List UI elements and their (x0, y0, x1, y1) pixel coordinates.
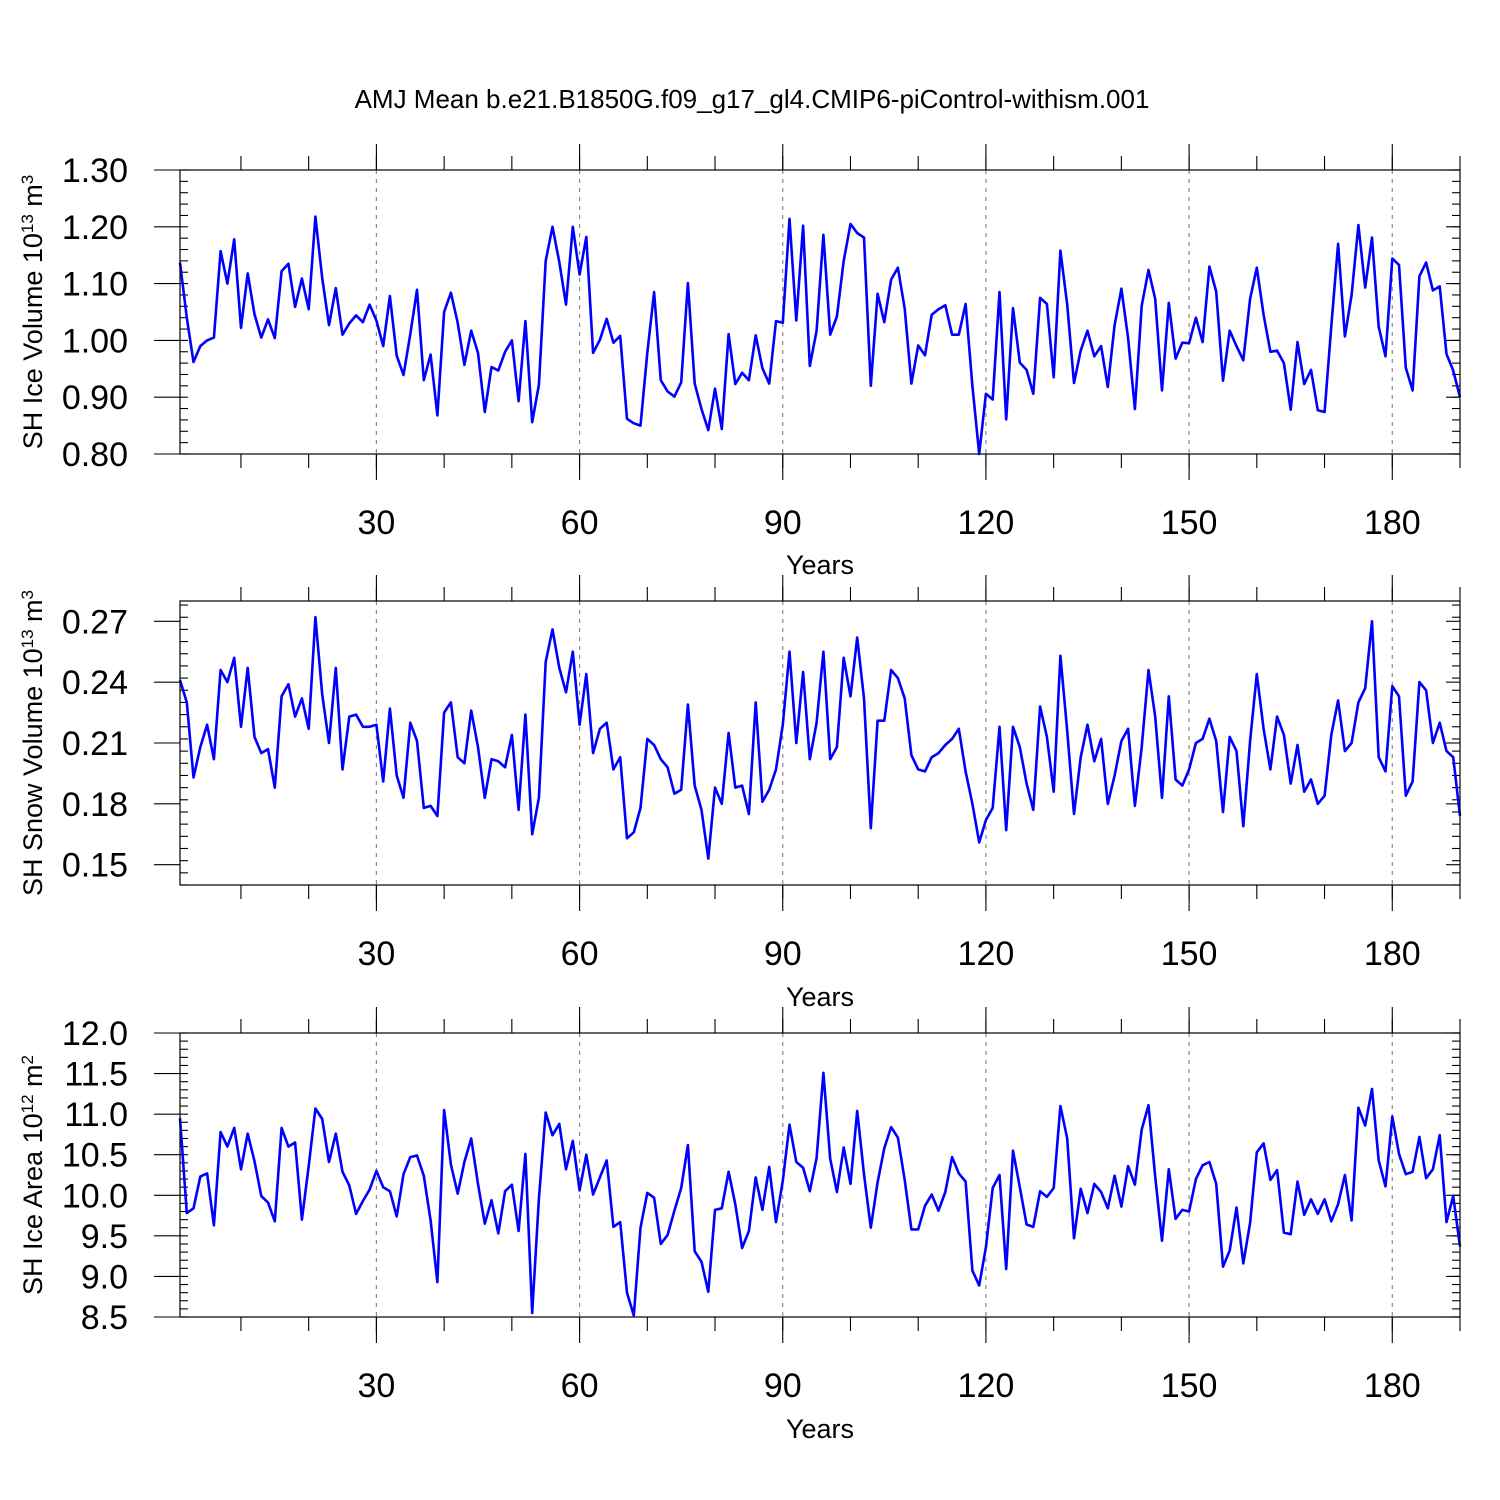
xtick-label-ice-volume: 120 (958, 504, 1015, 542)
xtick-label-ice-volume: 180 (1364, 504, 1421, 542)
figure-title: AMJ Mean b.e21.B1850G.f09_g17_gl4.CMIP6-… (355, 84, 1150, 114)
xtick-label-snow-volume: 60 (561, 935, 599, 973)
ytick-label-ice-area: 10.0 (62, 1177, 128, 1215)
series-line-snow-volume (178, 615, 1462, 860)
ytick-label-ice-volume: 0.90 (62, 379, 128, 417)
xtick-label-ice-area: 180 (1364, 1367, 1421, 1405)
ytick-label-ice-area: 11.0 (64, 1096, 128, 1134)
ylabel-snow-volume: SH Snow Volume 1013 m3 (18, 590, 49, 896)
xtick-label-snow-volume: 30 (357, 935, 395, 973)
plot-frame-snow-volume (179, 600, 1461, 886)
xtick-label-ice-area: 120 (958, 1367, 1015, 1405)
xtick-label-ice-area: 30 (357, 1367, 395, 1405)
xlabel-ice-area: Years (786, 1414, 854, 1444)
xlabel-snow-volume: Years (786, 982, 854, 1012)
xlabel-ice-volume: Years (786, 550, 854, 580)
ytick-label-ice-volume: 1.30 (62, 152, 128, 190)
xtick-label-snow-volume: 90 (764, 935, 802, 973)
ytick-label-snow-volume: 0.15 (62, 847, 128, 885)
ytick-label-ice-area: 12.0 (62, 1015, 128, 1053)
ytick-label-ice-volume: 0.80 (62, 436, 128, 474)
ytick-label-ice-area: 11.5 (64, 1056, 128, 1094)
ytick-label-snow-volume: 0.27 (62, 603, 128, 641)
ytick-label-ice-area: 10.5 (62, 1137, 128, 1175)
panel-ice-area: SH Ice Area 1012 m2 Years 8.59.09.510.01… (18, 1007, 1462, 1444)
xtick-label-ice-volume: 60 (561, 504, 599, 542)
xtick-label-ice-volume: 150 (1161, 504, 1218, 542)
xtick-label-ice-volume: 90 (764, 504, 802, 542)
ylabel-ice-volume: SH Ice Volume 1013 m3 (18, 175, 49, 450)
series-line-ice-area (178, 1071, 1462, 1317)
xtick-label-snow-volume: 180 (1364, 935, 1421, 973)
ytick-label-ice-area: 8.5 (81, 1299, 128, 1337)
ytick-label-ice-volume: 1.20 (62, 209, 128, 247)
ytick-label-ice-volume: 1.10 (62, 266, 128, 304)
ytick-label-ice-volume: 1.00 (62, 322, 128, 360)
xtick-label-ice-area: 60 (561, 1367, 599, 1405)
xtick-label-ice-area: 90 (764, 1367, 802, 1405)
plot-frame-ice-volume (179, 169, 1461, 455)
panel-ice-volume: SH Ice Volume 1013 m3 Years 0.80 0.90 1.00… (18, 144, 1462, 580)
ytick-label-snow-volume: 0.21 (62, 725, 128, 763)
panel-snow-volume: SH Snow Volume 1013 m3 Years 0.15 0.18 0.2… (18, 575, 1462, 1012)
ylabel-ice-area: SH Ice Area 1012 m2 (18, 1055, 49, 1295)
xtick-label-ice-area: 150 (1161, 1367, 1218, 1405)
xtick-label-snow-volume: 120 (958, 935, 1015, 973)
ytick-label-ice-area: 9.5 (81, 1218, 128, 1256)
series-line-ice-volume (178, 215, 1462, 456)
plot-frame-ice-area (179, 1032, 1461, 1318)
ytick-label-snow-volume: 0.24 (62, 664, 128, 702)
ytick-label-ice-area: 9.0 (81, 1258, 128, 1296)
ytick-label-snow-volume: 0.18 (62, 786, 128, 824)
xtick-label-ice-volume: 30 (357, 504, 395, 542)
xtick-label-snow-volume: 150 (1161, 935, 1218, 973)
